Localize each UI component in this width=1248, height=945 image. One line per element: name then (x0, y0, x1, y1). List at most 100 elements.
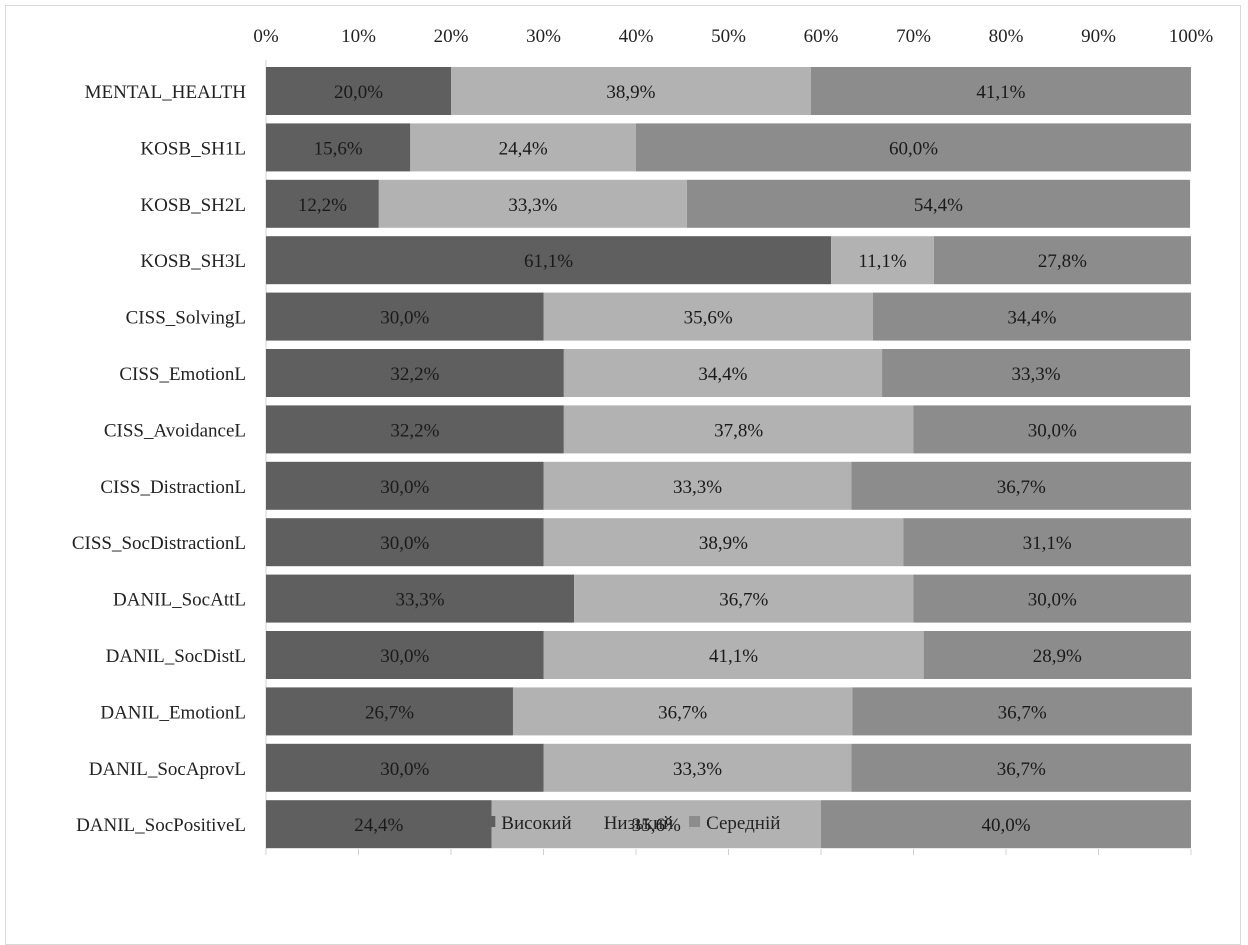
x-tick-label: 40% (619, 26, 654, 47)
category-label: DANIL_SocDistL (106, 646, 246, 667)
bar-segment (882, 349, 1191, 397)
x-tick-label: 100% (1169, 26, 1214, 47)
x-tick-label: 80% (989, 26, 1024, 47)
data-label: 11,1% (858, 251, 907, 272)
bar-segment (852, 687, 1192, 736)
category-label: CISS_EmotionL (119, 364, 246, 385)
bar-segment (266, 687, 513, 736)
x-tick-label: 90% (1081, 26, 1116, 47)
bar-segment (543, 743, 852, 792)
data-label: 12,2% (298, 195, 347, 216)
category-label: KOSB_SH1L (140, 138, 246, 159)
bar-segment (563, 405, 914, 454)
category-label: CISS_SolvingL (126, 308, 246, 329)
legend-swatch (586, 816, 598, 827)
data-label: 36,7% (658, 702, 707, 723)
bar-segment (933, 236, 1191, 285)
bar-segment (913, 405, 1191, 454)
data-label: 54,4% (914, 195, 963, 216)
bar-segment (543, 631, 924, 679)
x-tick-label: 60% (804, 26, 839, 47)
data-label: 30,0% (1028, 420, 1077, 441)
data-label: 35,6% (684, 308, 733, 329)
category-label: DANIL_SocAprovL (89, 759, 246, 780)
category-label: DANIL_SocAttL (113, 590, 246, 611)
data-label: 32,2% (390, 364, 439, 385)
bar-segment (266, 800, 492, 849)
bar-segment (821, 800, 1191, 849)
category-label: CISS_DistractionL (100, 477, 246, 498)
legend-swatch (484, 816, 496, 827)
bar-segment (851, 461, 1191, 510)
data-label: 60,0% (889, 138, 938, 159)
category-label: KOSB_SH3L (140, 251, 246, 272)
data-label: 34,4% (698, 364, 747, 385)
category-label: DANIL_EmotionL (100, 702, 246, 723)
bar-segment (872, 292, 1191, 341)
bar-segment (851, 743, 1191, 792)
data-label: 34,4% (1007, 308, 1056, 329)
data-label: 36,7% (997, 759, 1046, 780)
data-label: 61,1% (524, 251, 573, 272)
bar-segment (410, 123, 636, 172)
category-label: KOSB_SH2L (140, 195, 246, 216)
bar-segment (266, 292, 544, 341)
data-label: 36,7% (997, 477, 1046, 498)
bar-segment (266, 67, 451, 115)
data-label: 37,8% (714, 420, 763, 441)
data-label: 36,7% (719, 590, 768, 611)
bar-segment (266, 518, 544, 567)
data-label: 30,0% (380, 477, 429, 498)
data-label: 33,3% (673, 477, 722, 498)
bar-segment (913, 574, 1191, 623)
data-label: 30,0% (380, 759, 429, 780)
data-label: 27,8% (1038, 251, 1087, 272)
data-label: 24,4% (499, 138, 548, 159)
x-tick-label: 0% (253, 26, 279, 47)
data-label: 41,1% (976, 82, 1025, 103)
bar-segment (831, 236, 934, 285)
bar-segment (266, 179, 379, 228)
data-label: 38,9% (699, 533, 748, 554)
data-label: 40,0% (981, 815, 1030, 836)
bar-segment (810, 67, 1191, 115)
bar-segment (923, 631, 1191, 679)
data-label: 30,0% (380, 646, 429, 667)
bar-segment (451, 67, 811, 115)
data-label: 15,6% (314, 138, 363, 159)
x-tick-label: 10% (341, 26, 376, 47)
x-tick-label: 30% (526, 26, 561, 47)
bar-segment (266, 236, 832, 285)
bar-segment (266, 123, 411, 172)
x-tick-label: 20% (434, 26, 469, 47)
bar-segment (543, 461, 852, 510)
category-label: MENTAL_HEALTH (85, 82, 247, 103)
bar-segment (563, 349, 883, 397)
data-label: 36,7% (998, 702, 1047, 723)
bar-segment (266, 574, 575, 623)
bar-segment (636, 123, 1191, 172)
bar-segment (266, 405, 564, 454)
data-label: 33,3% (395, 590, 444, 611)
data-label: 24,4% (354, 815, 403, 836)
data-label: 30,0% (380, 308, 429, 329)
data-label: 33,3% (508, 195, 557, 216)
bar-segment (266, 349, 564, 397)
legend-label: Високий (501, 813, 571, 834)
bar-segment (378, 179, 687, 228)
bar-segment (543, 518, 904, 567)
bar-segment (574, 574, 914, 623)
bar-segment (686, 179, 1191, 228)
bar-segment (266, 743, 544, 792)
x-tick-label: 70% (896, 26, 931, 47)
bar-segment (266, 631, 544, 679)
data-label: 32,2% (390, 420, 439, 441)
legend-label: Низький (604, 813, 674, 834)
data-label: 31,1% (1023, 533, 1072, 554)
bar-segment (266, 461, 544, 510)
data-label: 30,0% (1028, 590, 1077, 611)
data-label: 30,0% (380, 533, 429, 554)
data-label: 41,1% (709, 646, 758, 667)
data-label: 26,7% (365, 702, 414, 723)
